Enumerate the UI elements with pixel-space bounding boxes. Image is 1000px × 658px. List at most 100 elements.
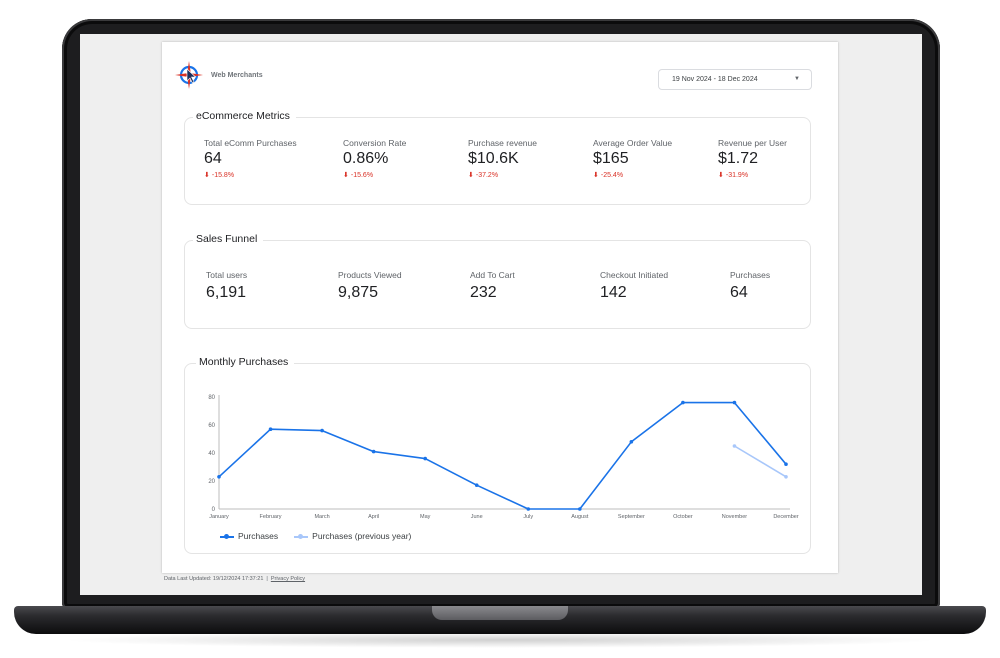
caret-down-icon: ▼	[794, 76, 800, 82]
monthly-purchases-chart: 0 20 40 60 80 January February March April May Jun…	[208, 395, 799, 520]
x-tick-label: August	[571, 514, 589, 520]
data-point	[681, 400, 685, 405]
funnel-value: 142	[600, 284, 627, 301]
brand-name: Web Merchants	[211, 72, 263, 79]
data-point	[578, 507, 582, 511]
legend-label: Purchases (previous year)	[312, 531, 412, 541]
x-tick-label: May	[420, 514, 431, 520]
x-tick-label: September	[618, 514, 645, 520]
metric-value: 64	[204, 150, 222, 167]
arrow-down-icon: ⬇	[204, 172, 210, 179]
data-point	[784, 462, 788, 466]
funnel-value: 6,191	[206, 284, 247, 301]
funnel-step-purchases: Purchases 64	[730, 270, 770, 302]
metric-delta: ⬇ -15.6%	[343, 171, 406, 179]
arrow-down-icon: ⬇	[718, 172, 724, 179]
data-point	[784, 475, 788, 479]
x-tick-label: February	[260, 514, 282, 520]
metric-delta-value: -15.6%	[350, 172, 374, 179]
x-tick-label: December	[773, 514, 799, 520]
date-range-value: 19 Nov 2024 - 18 Dec 2024	[672, 76, 758, 83]
data-point	[320, 428, 324, 433]
funnel-step-add-to-cart: Add To Cart 232	[470, 270, 515, 302]
funnel-label: Total users	[206, 270, 248, 280]
privacy-policy-link[interactable]: Privacy Policy	[270, 576, 306, 582]
funnel-value: 64	[730, 284, 748, 301]
footer-separator: |	[266, 576, 268, 582]
funnel-value: 232	[470, 284, 497, 301]
metric-conversion-rate: Conversion Rate 0.86% ⬇ -15.6%	[343, 138, 406, 179]
series-line-0	[218, 401, 787, 510]
sales-funnel-title: Sales Funnel	[193, 233, 264, 245]
data-point	[526, 507, 531, 511]
funnel-value: 9,875	[338, 284, 379, 301]
x-tick-label: November	[722, 514, 748, 520]
funnel-step-products-viewed: Products Viewed 9,875	[338, 270, 402, 302]
metric-value: $1.72	[718, 150, 759, 167]
metric-label: Total eComm Purchases	[204, 138, 297, 148]
data-point	[217, 475, 221, 479]
metric-label: Purchase revenue	[468, 138, 537, 148]
laptop-opening-notch	[432, 606, 568, 620]
metric-revenue-per-user: Revenue per User $1.72 ⬇ -31.9%	[718, 138, 787, 179]
x-tick-label: October	[673, 514, 693, 520]
metric-delta: ⬇ -37.2%	[468, 171, 537, 179]
arrow-down-icon: ⬇	[593, 172, 599, 179]
x-tick-label: June	[471, 514, 483, 520]
ecommerce-metrics-card: eCommerce Metrics Total eComm Purchases …	[184, 110, 811, 205]
funnel-step-total-users: Total users 6,191	[206, 270, 247, 302]
date-range-picker[interactable]: 19 Nov 2024 - 18 Dec 2024 ▼	[658, 69, 812, 90]
legend-item: Purchases	[220, 531, 278, 541]
series-line-1	[734, 445, 787, 478]
footer: Data Last Updated: 19/12/2024 17:37:21 | P…	[164, 576, 305, 582]
x-tick-label: July	[523, 514, 533, 520]
monthly-purchases-title: Monthly Purchases	[196, 356, 295, 368]
metric-value: $10.6K	[468, 150, 519, 167]
metric-delta-value: -31.9%	[725, 172, 749, 179]
funnel-label: Checkout Initiated	[600, 270, 669, 280]
metric-label: Conversion Rate	[343, 138, 407, 148]
data-last-updated: Data Last Updated: 19/12/2024 17:37:21	[164, 576, 264, 582]
metric-label: Average Order Value	[593, 138, 673, 148]
funnel-label: Purchases	[730, 270, 771, 280]
metric-total-purchases: Total eComm Purchases 64 ⬇ -15.8%	[204, 138, 297, 179]
arrow-down-icon: ⬇	[343, 172, 349, 179]
data-point	[371, 449, 376, 454]
chart-legend: Purchases Purchases (previous year)	[220, 531, 427, 541]
funnel-label: Add To Cart	[470, 270, 515, 280]
legend-item: Purchases (previous year)	[294, 531, 411, 541]
ecommerce-metrics-title: eCommerce Metrics	[193, 110, 296, 122]
x-tick-label: April	[368, 514, 379, 520]
metric-value: 0.86%	[343, 150, 389, 167]
monthly-purchases-card: Monthly Purchases 0 20 40 60 80 January Februa…	[184, 356, 811, 554]
x-tick-label: January	[209, 514, 229, 520]
metric-delta-value: -15.8%	[211, 172, 235, 179]
data-point	[629, 440, 634, 444]
metric-purchase-revenue: Purchase revenue $10.6K ⬇ -37.2%	[468, 138, 537, 179]
y-tick-label: 0	[212, 507, 216, 513]
metric-delta-value: -25.4%	[600, 172, 624, 179]
report-page: Web Merchants 19 Nov 2024 - 18 Dec 2024 …	[162, 42, 838, 573]
arrow-down-icon: ⬇	[468, 172, 474, 179]
metric-delta: ⬇ -25.4%	[593, 171, 672, 179]
metric-delta: ⬇ -31.9%	[718, 171, 787, 179]
metric-delta: ⬇ -15.8%	[204, 171, 297, 179]
data-point	[732, 444, 737, 448]
data-point	[732, 400, 737, 405]
x-tick-label: March	[314, 514, 329, 520]
y-tick-label: 40	[208, 451, 215, 457]
metric-value: $165	[593, 150, 629, 167]
metric-delta-value: -37.2%	[475, 172, 499, 179]
screen: Web Merchants 19 Nov 2024 - 18 Dec 2024 …	[80, 34, 922, 595]
funnel-label: Products Viewed	[338, 270, 402, 280]
laptop-shadow	[60, 632, 940, 648]
y-tick-label: 80	[208, 395, 215, 401]
data-point	[268, 427, 273, 431]
legend-label: Purchases	[238, 531, 279, 541]
metric-label: Revenue per User	[718, 138, 787, 148]
legend-swatch	[220, 534, 234, 540]
compass-cursor-logo-icon	[175, 61, 203, 89]
y-tick-label: 60	[208, 423, 215, 429]
legend-swatch	[294, 534, 309, 540]
sales-funnel-card: Sales Funnel Total users 6,191 Products …	[184, 233, 811, 329]
